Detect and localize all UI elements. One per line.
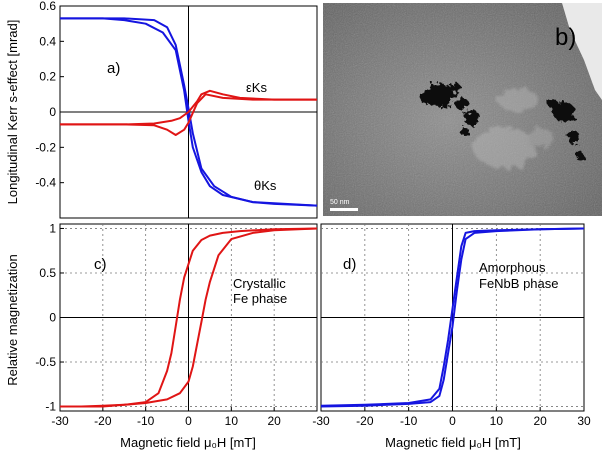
x-axis-title-right: Magnetic field μ₀H [mT]	[385, 435, 521, 450]
annotation-fenbb-phase: FeNbB phase	[479, 276, 559, 291]
series-line-s0-branch_up	[60, 227, 318, 408]
x-axis-title-left: Magnetic field μ₀H [mT]	[120, 435, 256, 450]
panel-d: -30 -20 -10 0 10 20 30 d) Amorphous FeNbB phas…	[312, 223, 591, 428]
panel-label-c: c)	[94, 256, 107, 273]
y-tick-label: 0.2	[39, 70, 56, 84]
panel-a: 0.6 0.4 0.2 0 -0.2 -0.4 a) εKs θKs	[35, 0, 318, 219]
panel-label-a: a)	[107, 60, 120, 77]
x-tick-label: -20	[94, 414, 112, 428]
panel-b-tem-image: 50 nm b)	[323, 3, 602, 216]
y-tick-label: -0.2	[35, 140, 56, 154]
x-tick-label: -30	[51, 414, 69, 428]
y-tick-label: 0	[49, 311, 56, 325]
annotation-theta-ks: θKs	[254, 178, 277, 193]
y-tick-label: -0.5	[35, 355, 56, 369]
scale-bar	[330, 208, 358, 211]
panel-label-b: b)	[555, 24, 576, 51]
panel-label-d: d)	[343, 256, 356, 273]
y-tick-label: 0.6	[39, 0, 56, 13]
x-tick-label: 20	[533, 414, 547, 428]
series-line-θKs-branch_up	[60, 17, 318, 207]
x-tick-label: -20	[356, 414, 374, 428]
y-tick-label: 1	[49, 221, 56, 235]
scale-bar-label: 50 nm	[330, 199, 350, 206]
panel-c: 10.50-0.5-1-30 -20 -10 0 10 20 c) Crystallic …	[35, 221, 318, 428]
x-tick-label: 30	[577, 414, 591, 428]
x-tick-label: -10	[137, 414, 155, 428]
x-tick-label: 0	[449, 414, 456, 428]
series-line-εKs-branch_up	[60, 93, 317, 136]
series-line-s0-branch_up	[320, 227, 585, 408]
y-tick-label: 0.5	[39, 266, 56, 280]
series-line-s0-branch_down	[320, 227, 585, 407]
x-tick-label: -10	[400, 414, 418, 428]
annotation-epsilon-ks: εKs	[246, 80, 267, 95]
x-tick-label: -30	[312, 414, 330, 428]
y-axis-title-kerr: Longitudinal Kerr s-effect [mrad]	[5, 20, 20, 205]
x-tick-label: 0	[185, 414, 192, 428]
y-tick-label: 0.4	[39, 34, 56, 48]
y-tick-label: -0.4	[35, 176, 56, 190]
x-tick-label: 10	[225, 414, 239, 428]
annotation-fe-phase: Fe phase	[233, 291, 287, 306]
y-axis-title-magnetization: Relative magnetization	[5, 254, 20, 386]
y-tick-label: -1	[45, 400, 56, 414]
x-tick-label: 20	[267, 414, 281, 428]
annotation-amorphous: Amorphous	[479, 260, 546, 275]
x-tick-label: 10	[490, 414, 504, 428]
annotation-crystallic: Crystallic	[233, 276, 286, 291]
y-tick-label: 0	[49, 105, 56, 119]
